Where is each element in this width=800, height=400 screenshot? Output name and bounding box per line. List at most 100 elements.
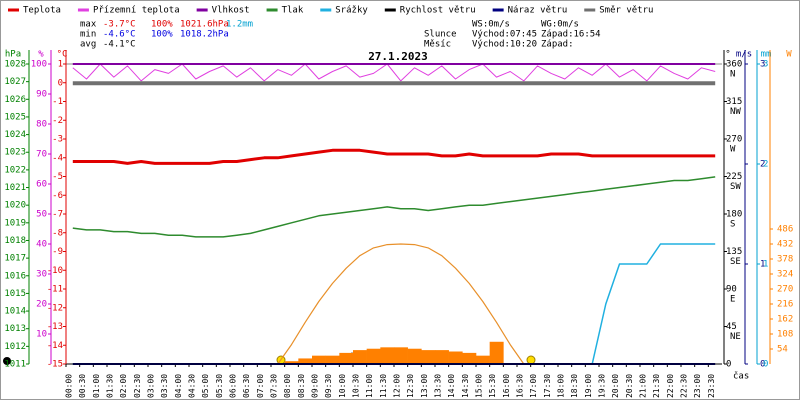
x-tick-label: 01:30 [106,374,115,398]
y-tick-label: 2 [760,160,765,170]
info-text: Slunce [424,30,457,40]
x-tick-label: 06:00 [229,374,238,398]
x-tick-label: 12:00 [393,374,402,398]
y-tick-label: -14 [47,341,63,351]
y-tick-label: 70 [36,150,47,160]
x-tick-label: 18:00 [557,374,566,398]
compass-label: N [730,70,735,80]
compass-label: W [730,145,736,155]
x-tick-label: 22:00 [666,374,675,398]
legend-label: Srážky [335,6,368,16]
info-text: Východ:07:45 [472,30,537,40]
info-text: WG:0m/s [541,20,579,30]
y-tick-label: 1023 [4,148,26,158]
y-tick-label: 1014 [4,307,26,317]
y-tick-label: 1011 [4,360,26,370]
compass-label: S [730,220,735,230]
legend-label: Směr větru [599,6,653,16]
y-tick-label: 1016 [4,271,26,281]
stat-value: -3.7°C [103,20,136,30]
x-tick-label: 23:00 [693,374,702,398]
stat-value: 1021.6hPa [180,20,229,30]
y-tick-label: -2 [52,116,63,126]
stat-value: 100% [151,20,173,30]
x-tick-label: 01:00 [92,374,101,398]
y-tick-label: 3 [763,60,768,70]
stat-label: min [80,30,96,40]
x-tick-label: 03:30 [160,374,169,398]
y-tick-label: 2 [763,160,768,170]
x-tick-label: 11:30 [379,374,388,398]
x-tick-label: 15:30 [488,374,497,398]
y-tick-label: 1028 [4,60,26,70]
x-tick-label: 07:00 [256,374,265,398]
x-tick-label: 23:30 [707,374,716,398]
y-tick-label: 216 [777,300,793,310]
x-tick-label: 20:00 [611,374,620,398]
compass-label: E [730,295,735,305]
bar [298,358,313,364]
stat-value: -4.6°C [103,30,136,40]
y-tick-label: 360 [726,60,742,70]
x-tick-label: 19:30 [598,374,607,398]
stat-value: 100% [151,30,173,40]
y-tick-label: 1021 [4,183,26,193]
y-tick-label: 80 [36,120,47,130]
bar [448,351,463,364]
x-tick-label: 17:00 [529,374,538,398]
x-tick-label: 09:00 [311,374,320,398]
y-tick-label: 10 [36,330,47,340]
x-tick-label: 19:00 [584,374,593,398]
y-tick-label: 432 [777,240,793,250]
y-tick-label: 1 [763,260,768,270]
y-tick-label: 54 [777,345,788,355]
bar [435,350,449,364]
y-tick-label: 1024 [4,130,26,140]
info-text: Východ:10:20 [472,40,537,50]
y-tick-label: 30 [36,270,47,280]
y-tick-label: 315 [726,97,742,107]
x-tick-label: 05:00 [201,374,210,398]
y-tick-label: 0 [763,360,768,370]
x-axis-label: čas [733,371,749,382]
compass-label: SE [730,257,741,267]
x-tick-label: 09:30 [324,374,333,398]
series-line [72,176,716,238]
x-tick-label: 05:30 [215,374,224,398]
y-tick-label: 1012 [4,342,26,352]
axis-unit: % [38,50,44,60]
axis-unit: hPa [5,50,21,60]
compass-label: NE [730,332,741,342]
x-tick-label: 07:30 [270,374,279,398]
y-tick-label: 1 [760,260,765,270]
bar [421,350,436,364]
moon-icon [3,357,11,365]
y-tick-label: 108 [777,330,793,340]
x-tick-label: 10:00 [338,374,347,398]
y-tick-label: 20 [36,300,47,310]
chart-title: 27.1.2023 [368,50,428,63]
stat-extra: 1.2mm [226,20,253,30]
y-tick-label: 1027 [4,77,26,87]
series-line [277,243,525,365]
y-tick-label: 1022 [4,165,26,175]
y-tick-label: 1025 [4,112,26,122]
y-tick-label: 1019 [4,218,26,228]
x-tick-label: 13:30 [434,374,443,398]
y-tick-label: -5 [52,172,63,182]
y-tick-label: 60 [36,180,47,190]
y-tick-label: -15 [47,360,63,370]
y-tick-label: 1018 [4,236,26,246]
x-tick-label: 17:30 [543,374,552,398]
compass-label: NW [730,107,741,117]
stat-label: max [80,20,97,30]
x-tick-label: 08:30 [297,374,306,398]
bar [489,341,504,364]
y-tick-label: -13 [47,322,63,332]
info-text: Měsíc [424,40,451,50]
y-tick-label: 3 [760,60,765,70]
info-text: Západ:16:54 [541,30,601,40]
x-tick-label: 16:30 [516,374,525,398]
y-tick-label: 90 [36,90,47,100]
y-tick-label: 0 [726,360,731,370]
